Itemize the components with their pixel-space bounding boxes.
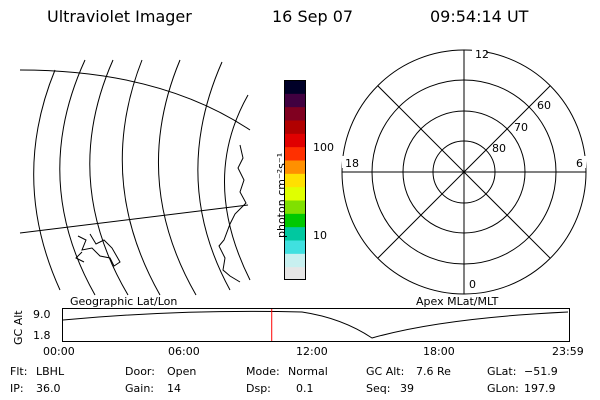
filter-value: LBHL <box>36 365 65 378</box>
mlat-label-60: 60 <box>537 99 551 112</box>
colorbar-stripe <box>284 133 306 148</box>
colorbar-stripe <box>284 213 306 228</box>
mode-value: Normal <box>288 365 328 378</box>
map-panel-label: Geographic Lat/Lon <box>70 295 178 308</box>
colorbar-stripe <box>284 173 306 188</box>
alt-xtick-1200: 12:00 <box>296 345 328 358</box>
colorbar-stripe <box>284 226 306 241</box>
colorbar-stripe <box>284 240 306 254</box>
lat-arc <box>224 94 251 281</box>
colorbar-stripe <box>284 186 306 201</box>
gcalt-label: GC Alt: <box>366 365 405 378</box>
colorbar <box>284 80 306 280</box>
gain-label: Gain: <box>125 382 154 395</box>
alt-xtick-2359: 23:59 <box>552 345 584 358</box>
glon-label: GLon: <box>487 382 519 395</box>
mlat-label-80: 80 <box>492 142 506 155</box>
lat-arc <box>157 59 197 296</box>
colorbar-tick-10: 10 <box>313 229 327 242</box>
geographic-map <box>19 59 251 296</box>
glon-value: 197.9 <box>524 382 556 395</box>
altitude-curve <box>62 310 569 339</box>
mlt-label-18: 18 <box>345 157 359 170</box>
coastline <box>218 144 247 283</box>
colorbar-stripe <box>284 93 306 108</box>
colorbar-stripe <box>284 106 306 121</box>
ip-label: IP: <box>10 382 24 395</box>
alt-ylabel: GC Alt <box>12 310 25 345</box>
lat-arc <box>197 61 231 291</box>
lat-arc <box>121 59 161 296</box>
alt-xtick-1800: 18:00 <box>423 345 455 358</box>
alt-ytick-9: 9.0 <box>33 308 51 321</box>
colorbar-frame <box>284 80 306 280</box>
mode-label: Mode: <box>246 365 280 378</box>
glat-value: −51.9 <box>524 365 558 378</box>
lat-arc <box>89 59 129 296</box>
polar-panel-label: Apex MLat/MLT <box>416 295 499 308</box>
colorbar-stripe <box>284 80 306 94</box>
seq-label: Seq: <box>366 382 391 395</box>
altitude-plot-frame <box>62 308 570 342</box>
glat-label: GLat: <box>487 365 517 378</box>
colorbar-stripe <box>284 160 306 174</box>
dsp-value: 0.1 <box>296 382 314 395</box>
colorbar-stripe <box>284 146 306 161</box>
instrument-title: Ultraviolet Imager <box>47 7 192 26</box>
seq-value: 39 <box>400 382 414 395</box>
time-label: 09:54:14 UT <box>430 7 529 26</box>
alt-xtick-0600: 06:00 <box>168 345 200 358</box>
colorbar-stripe <box>284 266 306 280</box>
polar-plot <box>341 48 587 295</box>
mlt-label-12: 12 <box>475 48 489 61</box>
door-value: Open <box>167 365 197 378</box>
colorbar-unit-label: photon cm⁻²s⁻¹ <box>275 152 288 238</box>
coastline <box>75 251 85 263</box>
lat-arc <box>33 69 61 291</box>
mlat-label-70: 70 <box>514 121 528 134</box>
dsp-label: Dsp: <box>246 382 271 395</box>
altitude-plot <box>62 308 570 342</box>
diagonal-axis <box>377 85 551 259</box>
mlt-label-6: 6 <box>576 157 583 170</box>
colorbar-tick-100: 100 <box>313 141 334 154</box>
lat-arc <box>59 59 96 296</box>
ip-value: 36.0 <box>36 382 61 395</box>
colorbar-stripe <box>284 253 306 268</box>
mlt-label-0: 0 <box>469 278 476 291</box>
colorbar-stripe <box>284 200 306 214</box>
gain-value: 14 <box>167 382 181 395</box>
door-label: Door: <box>125 365 155 378</box>
alt-xtick-0000: 00:00 <box>43 345 75 358</box>
date-label: 16 Sep 07 <box>272 7 354 26</box>
colorbar-stripe <box>284 120 306 134</box>
alt-ytick-1.8: 1.8 <box>33 329 51 342</box>
lon-line <box>19 204 249 234</box>
gcalt-value: 7.6 Re <box>416 365 451 378</box>
filter-label: Flt: <box>10 365 28 378</box>
coastline <box>77 233 121 267</box>
